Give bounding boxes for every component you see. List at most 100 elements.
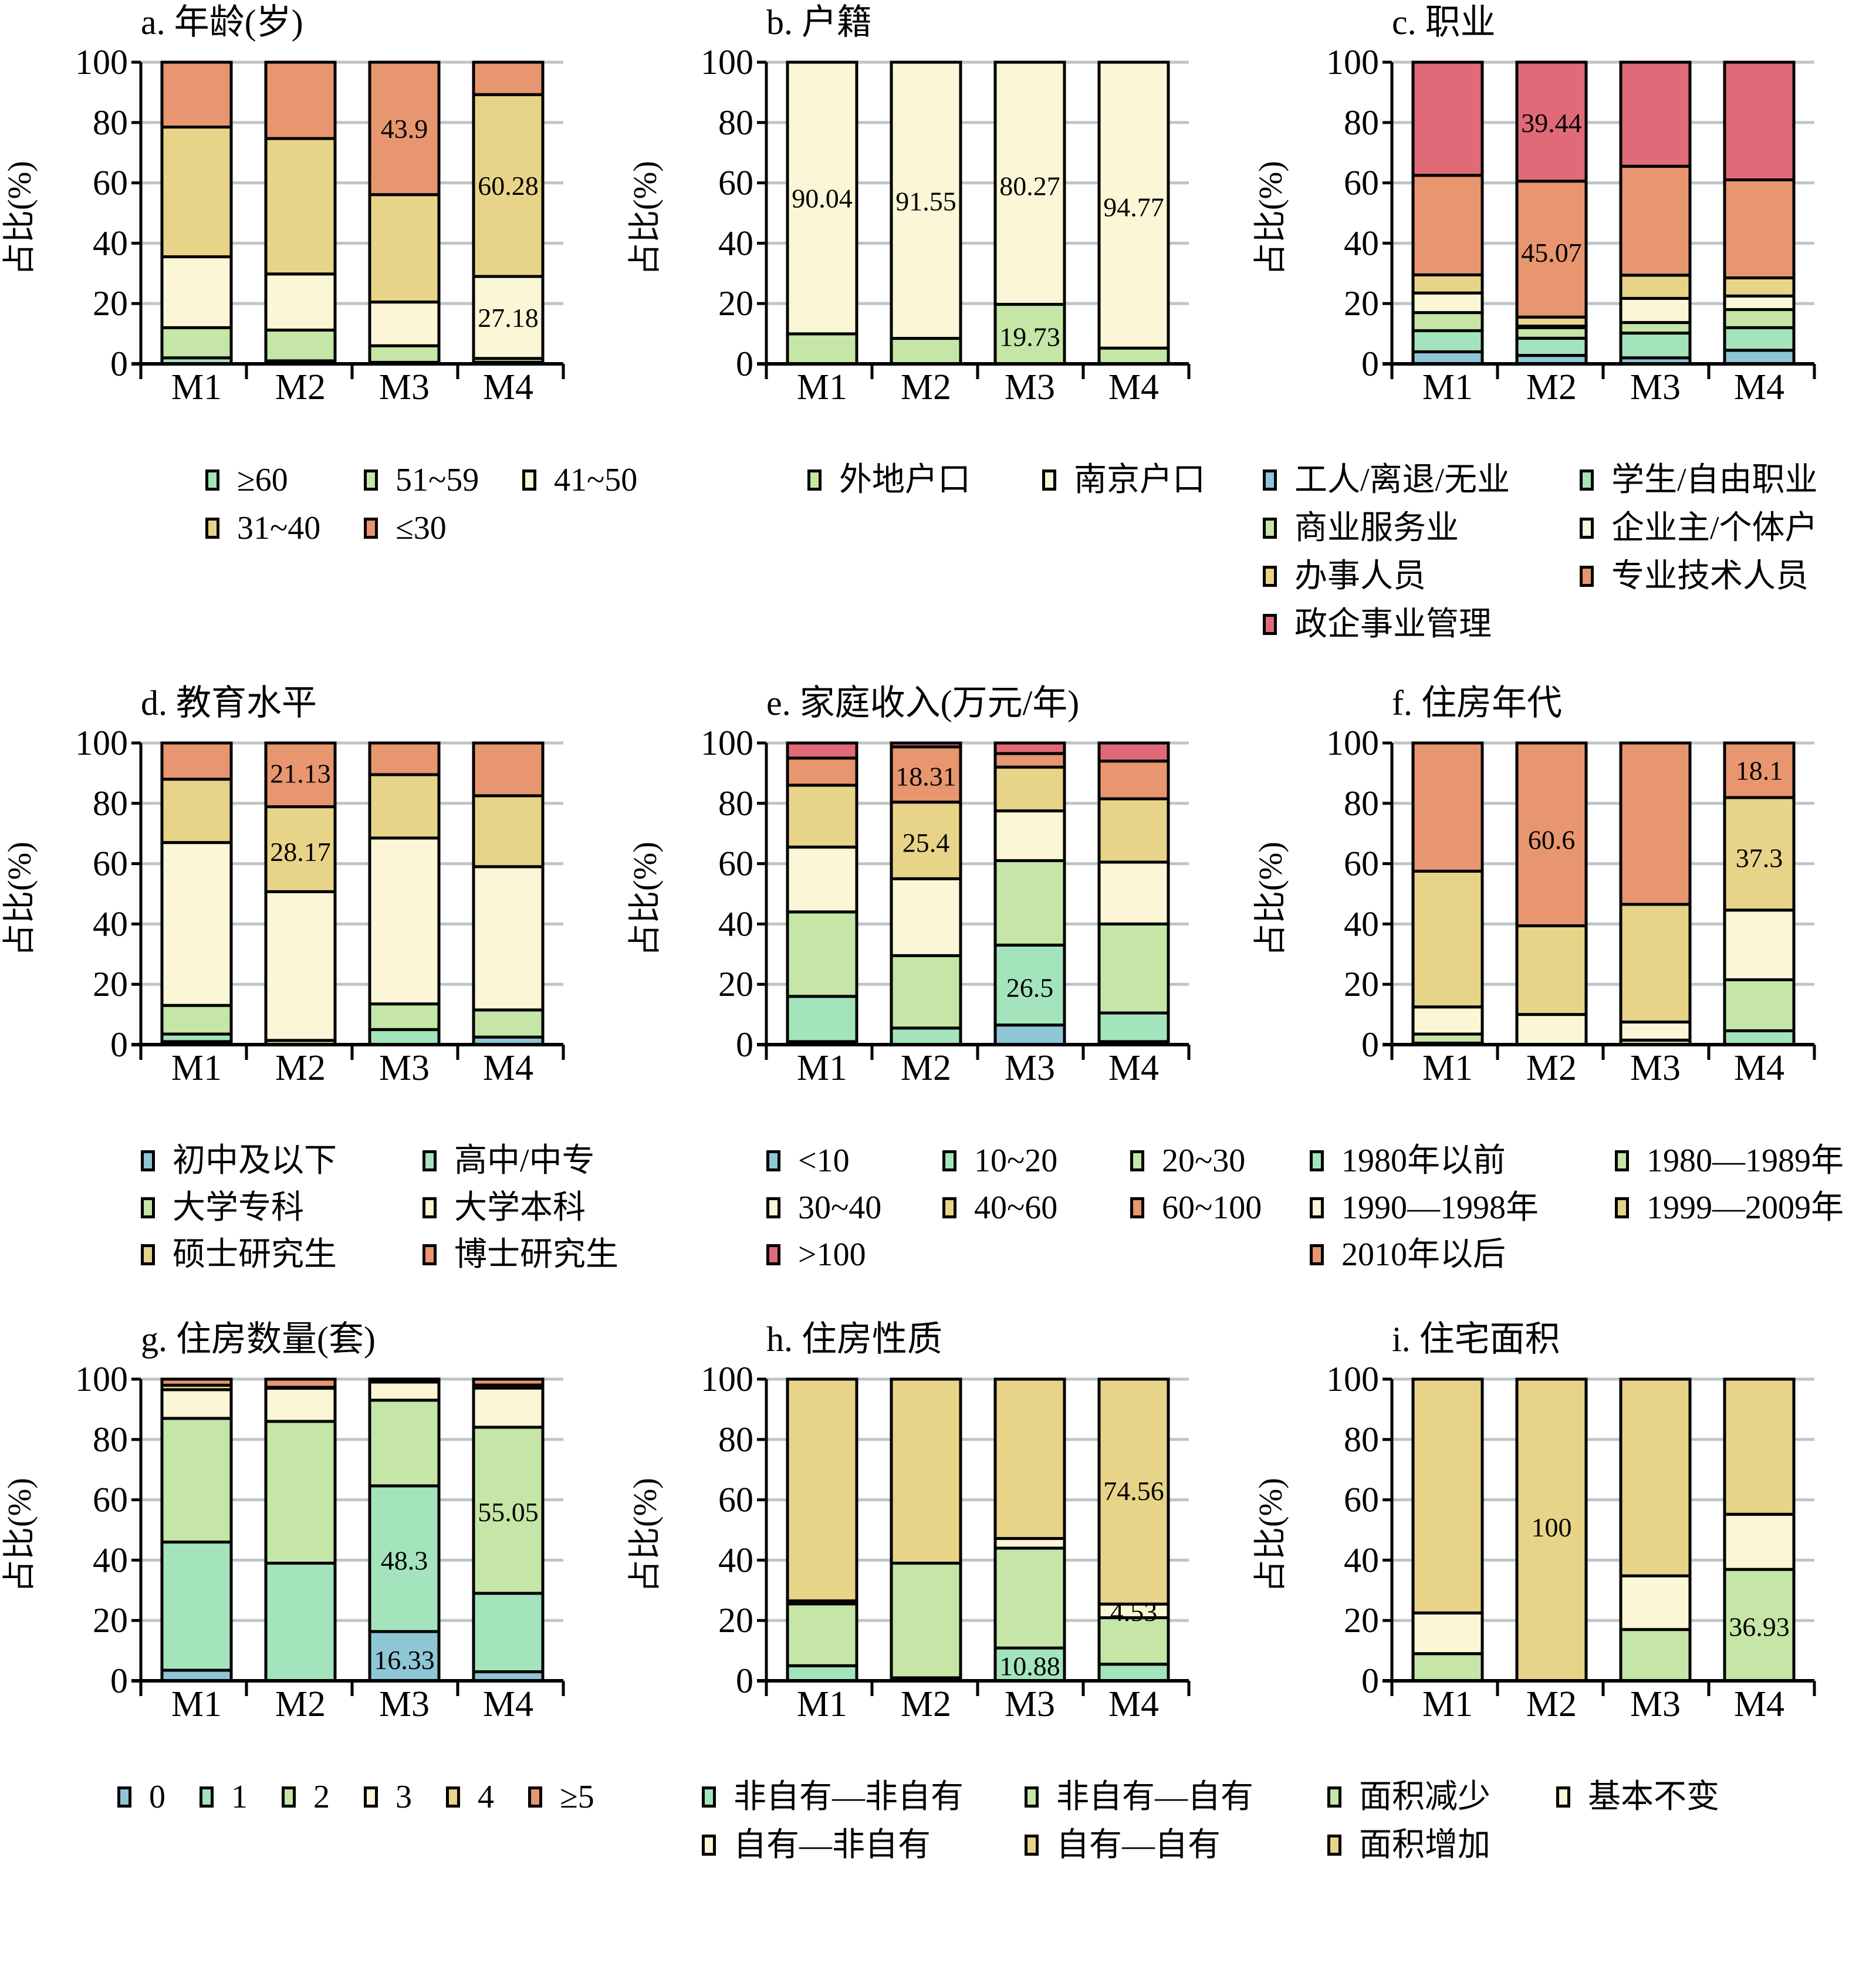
bar-segment [1723, 978, 1796, 1032]
legend-swatch [282, 1786, 296, 1808]
y-tick-label: 100 [75, 43, 128, 82]
chart-title: a. 年龄(岁) [141, 3, 303, 42]
bar-segment [1411, 350, 1484, 366]
bar-segment [1411, 1611, 1484, 1656]
legend-swatch [1263, 566, 1277, 587]
y-tick-label: 100 [701, 724, 753, 762]
bar-segment [160, 126, 233, 259]
y-tick-label: 0 [110, 1661, 128, 1700]
bar-segment [1723, 276, 1796, 298]
bar-segment [786, 995, 858, 1043]
legend-swatch [1327, 1835, 1341, 1856]
legend-item: 基本不变 [1556, 1781, 1719, 1813]
y-tick-label: 100 [1326, 43, 1379, 82]
y-tick-label: 40 [718, 224, 753, 262]
legend-swatch [1310, 1244, 1324, 1265]
bar-segment [368, 836, 441, 1006]
legend-item: 博士研究生 [422, 1238, 618, 1271]
bar-segment [1097, 741, 1170, 763]
legend-swatch [141, 1150, 155, 1171]
y-tick-label: 0 [1361, 1025, 1379, 1064]
bar-segment [786, 1377, 858, 1603]
bar-segment [993, 809, 1066, 862]
bar-segment [368, 741, 441, 776]
y-tick-label: 100 [701, 43, 753, 82]
legend-swatch [942, 1150, 956, 1171]
bar-segment [890, 337, 962, 366]
legend-item: 2010年以后 [1310, 1238, 1506, 1271]
y-tick-label: 40 [93, 904, 128, 943]
legend-item: 高中/中专 [422, 1144, 595, 1177]
bar-segment [786, 783, 858, 849]
legend-swatch [1310, 1197, 1324, 1218]
data-label: 55.05 [478, 1497, 539, 1527]
y-tick-label: 20 [718, 1601, 753, 1640]
data-label: 91.55 [895, 186, 956, 216]
x-tick-label: M2 [901, 367, 951, 407]
chart-title: c. 职业 [1392, 3, 1496, 42]
legend-item: 学生/自由职业 [1580, 464, 1818, 496]
y-tick-label: 100 [701, 1360, 753, 1399]
legend-item: 2 [282, 1781, 330, 1813]
x-tick-label: M1 [1422, 367, 1473, 407]
y-tick-label: 20 [93, 965, 128, 1004]
legend-swatch [1263, 518, 1277, 539]
legend-swatch [422, 1197, 437, 1218]
y-tick-label: 60 [718, 164, 753, 202]
bar-segment [890, 745, 962, 804]
bar-segment [1097, 922, 1170, 1015]
legend-item: 工人/离退/无业 [1263, 464, 1510, 496]
y-tick-label: 80 [718, 1420, 753, 1459]
x-tick-label: M3 [1005, 367, 1055, 407]
bar-segment [993, 943, 1066, 1027]
bar-segment [264, 60, 337, 140]
data-label: 90.04 [792, 183, 853, 213]
legend-label: ≤30 [396, 510, 447, 546]
legend-label: 学生/自由职业 [1611, 462, 1818, 498]
legend-label: 10~20 [974, 1143, 1058, 1179]
legend-label: 4 [478, 1779, 494, 1815]
data-label: 18.1 [1736, 755, 1783, 785]
bar-segment [472, 865, 545, 1012]
bar-segment [1619, 321, 1692, 335]
legend-item: 办事人员 [1263, 560, 1426, 593]
bar-segment [1515, 336, 1588, 357]
x-tick-label: M4 [1734, 1048, 1784, 1088]
legend-swatch [1263, 469, 1277, 491]
bar-segment [1723, 294, 1796, 311]
legend-label: 大学本科 [454, 1190, 586, 1226]
y-tick-label: 40 [1344, 904, 1379, 943]
chart-plot: 0 20 40 60 80 100 M1 M2 M3 M4 39.44 45.07 [1326, 43, 1816, 407]
bar-segment [1097, 1011, 1170, 1043]
bar-segment [993, 1546, 1066, 1650]
legend-swatch [422, 1244, 437, 1265]
bar-segment [1411, 329, 1484, 353]
bar-segment [1097, 1663, 1170, 1683]
legend-item: 商业服务业 [1263, 512, 1459, 545]
data-label: 18.31 [895, 762, 956, 792]
bar-segment [472, 1386, 545, 1429]
data-label: 80.27 [999, 171, 1060, 201]
bar-segment [1723, 1512, 1796, 1571]
y-tick-label: 80 [93, 1420, 128, 1459]
legend-swatch [117, 1786, 131, 1808]
bar-segment [160, 326, 233, 360]
legend-label: 40~60 [974, 1190, 1058, 1226]
y-tick-label: 20 [93, 1601, 128, 1640]
legend-item: 41~50 [522, 464, 637, 496]
y-tick-label: 80 [93, 784, 128, 823]
chart-plot: 0 20 40 60 80 100 M1 M2 M3 M4 18.31 25.4 26.5 [701, 724, 1191, 1088]
x-tick-label: M3 [1630, 1048, 1681, 1088]
bar-segment [264, 890, 337, 1042]
bar-segment [368, 1028, 441, 1046]
x-tick-label: M2 [275, 367, 326, 407]
y-tick-label: 0 [110, 344, 128, 383]
chart-title: i. 住宅面积 [1392, 1320, 1560, 1359]
legend-item: ≥60 [205, 464, 288, 496]
x-tick-label: M3 [379, 1684, 430, 1724]
bar-segment [993, 1646, 1066, 1683]
legend-item: 专业技术人员 [1580, 560, 1809, 593]
legend-swatch [1025, 1835, 1039, 1856]
legend-label: 非自有—非自有 [734, 1779, 964, 1815]
bar-segment [1515, 60, 1588, 183]
